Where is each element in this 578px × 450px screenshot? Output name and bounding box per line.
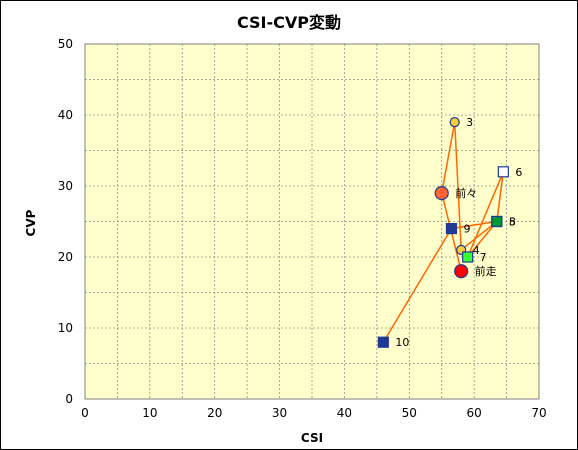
point-marker: [449, 116, 460, 128]
x-tick-label: 10: [142, 406, 157, 420]
y-tick-label: 30: [58, 179, 73, 193]
point-marker: [377, 336, 389, 348]
y-tick-label: 0: [65, 392, 73, 406]
point-label: 8: [509, 216, 516, 229]
y-tick-label: 10: [58, 321, 73, 335]
x-tick-label: 30: [272, 406, 287, 420]
x-tick-label: 0: [81, 406, 89, 420]
point-label: 6: [515, 166, 522, 179]
point-label: 3: [466, 116, 473, 129]
x-tick-label: 50: [402, 406, 417, 420]
y-axis-title: CVP: [24, 209, 38, 236]
point-label: 前走: [475, 264, 497, 278]
point-marker: [497, 166, 509, 178]
point-marker: [434, 186, 449, 201]
series-path: [382, 121, 505, 343]
data-points: [377, 116, 509, 348]
grid-lines: [85, 44, 539, 399]
point-label: 7: [480, 251, 487, 264]
point-marker: [491, 215, 503, 228]
y-tick-label: 20: [58, 250, 73, 264]
y-axis-ticks: 0 10 20 30 40 50: [58, 37, 73, 406]
chart-title: CSI-CVP変動: [237, 13, 341, 32]
plot-border: [84, 43, 540, 400]
x-tick-label: 40: [337, 406, 352, 420]
point-label: 10: [395, 336, 409, 349]
x-tick-label: 60: [467, 406, 482, 420]
x-axis-ticks: 0 10 20 30 40 50 60 70: [81, 406, 546, 420]
y-tick-label: 50: [58, 37, 73, 51]
series-line: [382, 121, 505, 343]
point-label: 9: [463, 223, 470, 236]
x-axis-title: CSI: [301, 431, 323, 445]
point-label: 5: [509, 216, 516, 229]
point-marker: [454, 264, 469, 279]
point-label: 4: [473, 244, 480, 257]
point-marker: [445, 223, 458, 235]
y-tick-label: 40: [58, 108, 73, 122]
x-tick-label: 70: [531, 406, 546, 420]
point-marker: [462, 251, 474, 263]
x-tick-label: 20: [207, 406, 222, 420]
point-label: 前々: [455, 186, 477, 200]
